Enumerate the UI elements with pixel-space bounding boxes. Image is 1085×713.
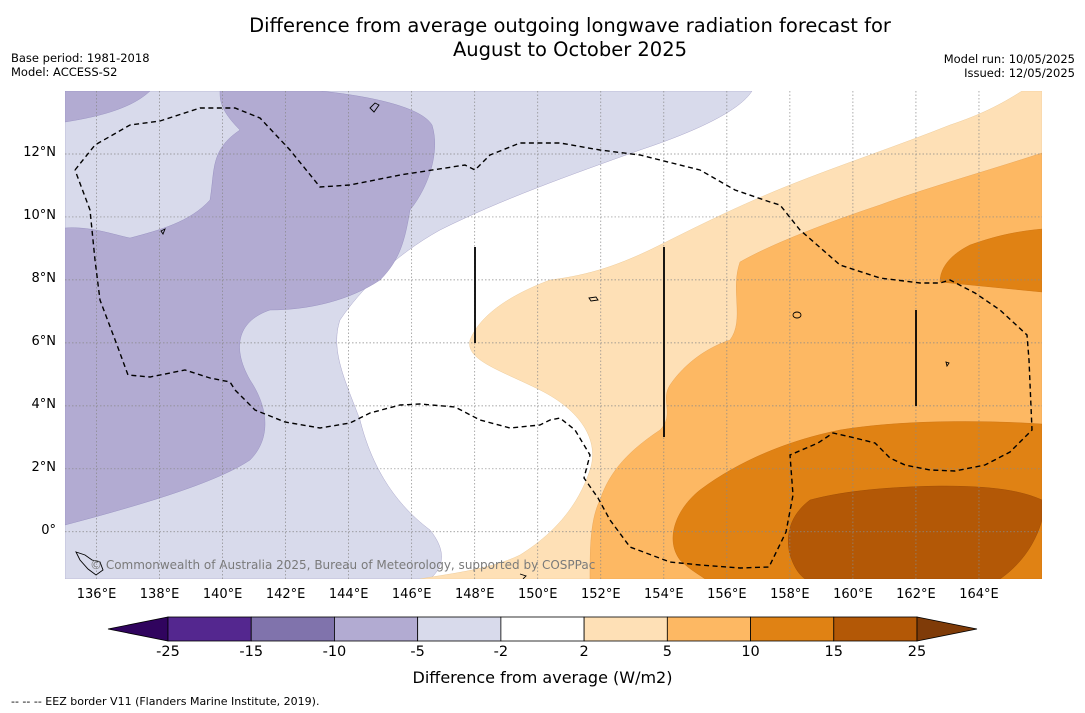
colorbar-label: -10: [322, 644, 347, 660]
colorbar-label: 10: [741, 644, 760, 660]
colorbar-extend-low: [107, 616, 169, 642]
region-pos10-pos15: [939, 228, 1042, 293]
map-title: Difference from average outgoing longwav…: [170, 14, 970, 62]
meta-left: Base period: 1981-2018 Model: ACCESS-S2: [11, 51, 150, 79]
island-4: [792, 311, 802, 319]
x-tick-label: 148°E: [454, 587, 495, 602]
x-tick-label: 140°E: [202, 587, 243, 602]
x-tick-label: 160°E: [833, 587, 873, 602]
x-tick-label: 138°E: [139, 587, 180, 602]
title-line-1: Difference from average outgoing longwav…: [249, 14, 891, 37]
colorbar-segment: [167, 616, 252, 642]
model-name: Model: ACCESS-S2: [11, 65, 118, 79]
y-tick-label: 8°N: [31, 270, 57, 286]
meta-right: Model run: 10/05/2025 Issued: 12/05/2025: [944, 52, 1075, 80]
island-1: [369, 102, 380, 113]
colorbar-label: 15: [824, 644, 843, 660]
solid-lines: [474, 247, 917, 437]
x-tick-label: 150°E: [517, 587, 558, 602]
colorbar-segment: [583, 616, 668, 642]
region-neg5-neg10: [65, 91, 151, 123]
y-tick-label: 2°N: [31, 459, 57, 475]
x-tick-label: 152°E: [581, 587, 621, 602]
colorbar-label: -2: [493, 644, 509, 660]
base-period: Base period: 1981-2018: [11, 51, 150, 65]
colorbar-label: 2: [579, 644, 589, 660]
x-tick-label: 162°E: [896, 587, 936, 602]
colorbar-segment: [417, 616, 502, 642]
x-tick-label: 136°E: [76, 587, 117, 602]
colorbar-label: -15: [239, 644, 264, 660]
y-tick-label: 12°N: [23, 144, 56, 160]
y-tick-label: 10°N: [23, 207, 56, 223]
colorbar-label: 5: [662, 644, 672, 660]
gridlines: [65, 91, 1042, 579]
x-tick-label: 158°E: [770, 587, 810, 602]
x-tick-label: 156°E: [707, 587, 747, 602]
x-tick-label: 154°E: [644, 587, 684, 602]
credit-text: © Commonwealth of Australia 2025, Bureau…: [90, 558, 596, 572]
title-line-2: August to October 2025: [452, 38, 688, 61]
colorbar-segment: [833, 616, 918, 642]
colorbar-segment: [666, 616, 751, 642]
colorbar-segment: [334, 616, 419, 642]
colorbar-label: 25: [907, 644, 927, 660]
colorbar-segment: [250, 616, 335, 642]
x-tick-label: 144°E: [328, 587, 369, 602]
colorbar-label: -25: [156, 644, 180, 660]
region-neg5-neg10-b: [65, 91, 435, 526]
island-7: [519, 573, 527, 579]
colorbar-segment: [500, 616, 585, 642]
colorbar-extend-high: [916, 616, 978, 642]
x-tick-label: 142°E: [265, 587, 306, 602]
colorbar: [107, 616, 978, 642]
y-tick-label: 4°N: [31, 396, 57, 412]
region-pos15-pos25: [788, 485, 1042, 579]
footnote: -- -- -- EEZ border V11 (Flanders Marine…: [11, 695, 320, 708]
x-tick-label: 146°E: [391, 587, 432, 602]
x-tick-label: 164°E: [959, 587, 999, 602]
y-tick-label: 6°N: [31, 333, 57, 349]
island-6: [75, 551, 104, 576]
map-area: [65, 91, 1042, 579]
colorbar-label: -5: [410, 644, 425, 660]
colorbar-segment: [750, 616, 835, 642]
island-2: [160, 228, 166, 235]
islands: [75, 102, 950, 579]
colorbar-title: Difference from average (W/m2): [412, 668, 673, 687]
y-tick-label: 0°: [41, 522, 56, 538]
island-5: [945, 361, 950, 368]
issued-date: Issued: 12/05/2025: [964, 66, 1075, 80]
island-3: [588, 296, 599, 302]
model-run: Model run: 10/05/2025: [943, 52, 1075, 66]
